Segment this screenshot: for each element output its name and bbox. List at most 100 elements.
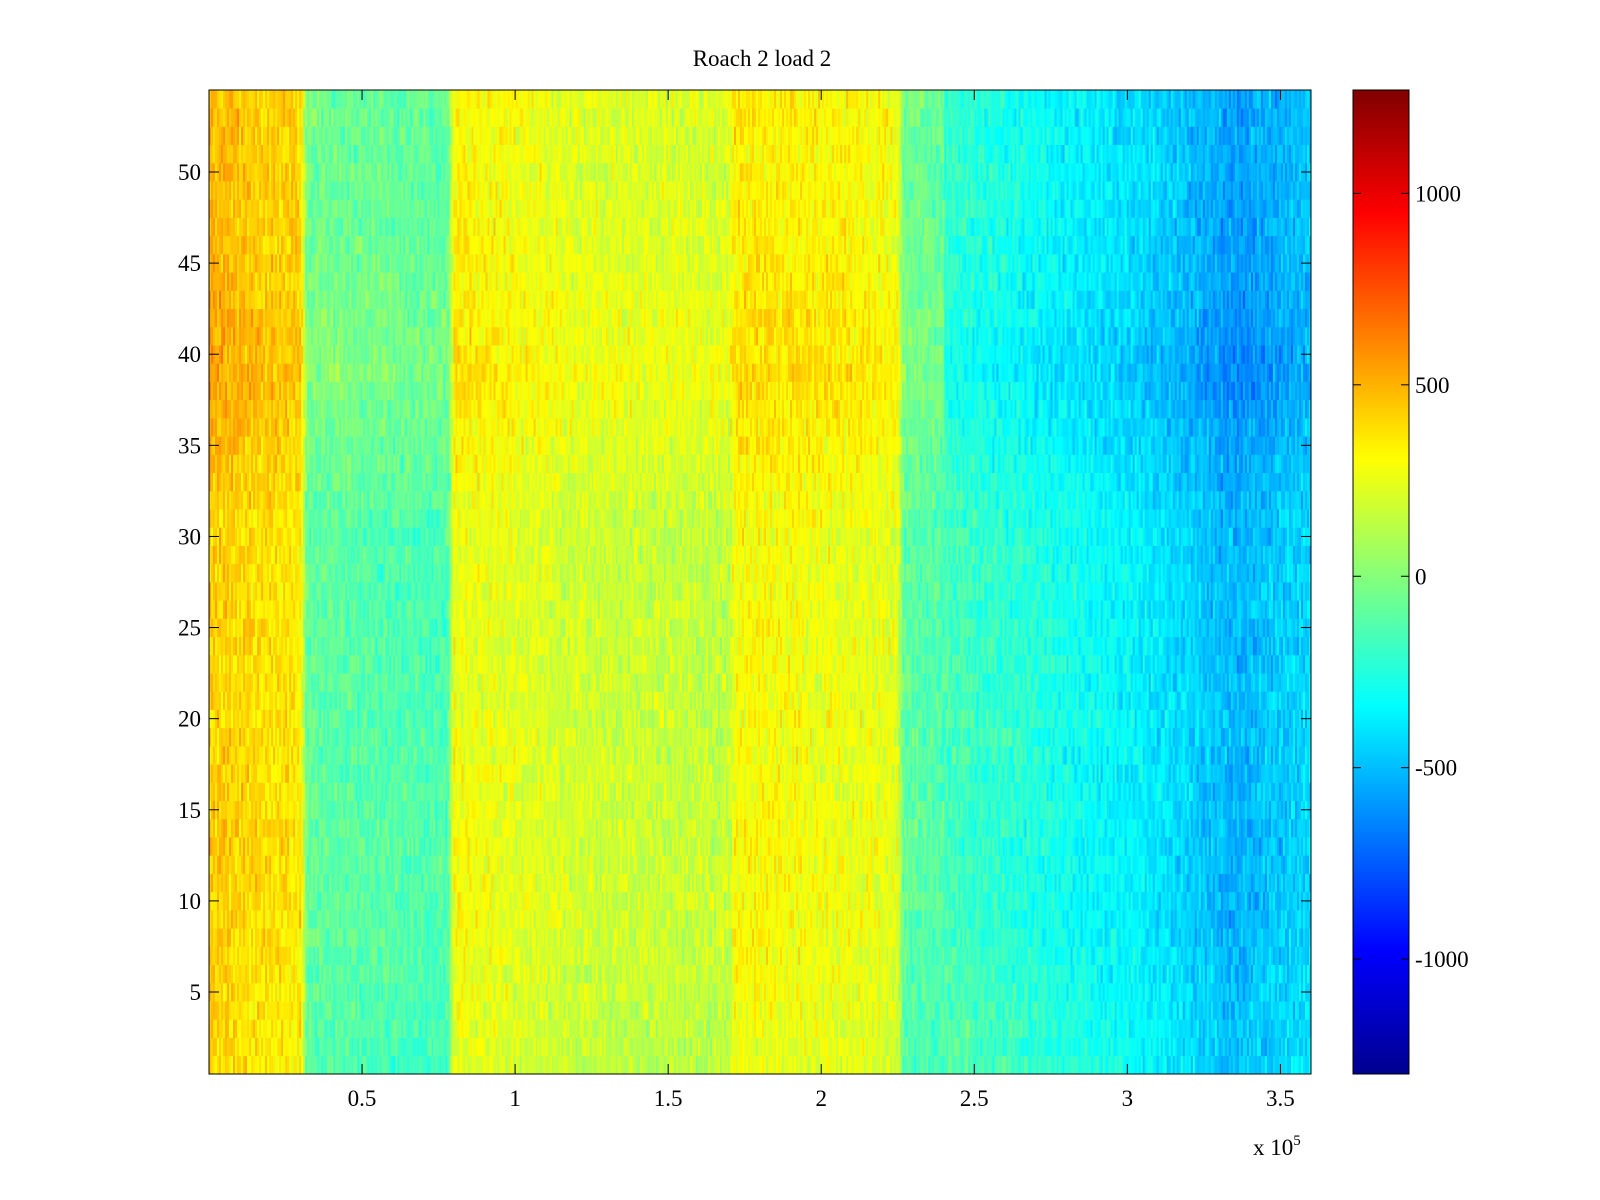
heatmap-cell [671, 910, 675, 929]
heatmap-cell [1082, 910, 1085, 929]
heatmap-cell [435, 1001, 438, 1020]
heatmap-cell [1140, 1055, 1144, 1075]
heatmap-cell [966, 1019, 969, 1038]
heatmap-cell [407, 928, 410, 947]
heatmap-cell [1140, 928, 1144, 947]
heatmap-cell [1204, 910, 1208, 929]
heatmap-cell [834, 964, 837, 984]
heatmap-cell [451, 946, 454, 966]
heatmap-cell [1010, 928, 1013, 947]
heatmap-cell [972, 928, 975, 947]
heatmap-cell [986, 1001, 989, 1020]
heatmap-cell [1222, 1001, 1226, 1020]
heatmap-cell [683, 910, 687, 929]
heatmap-cell [477, 964, 480, 984]
heatmap-cell [1144, 982, 1148, 1002]
heatmap-cell [1004, 1037, 1007, 1057]
heatmap-cell [499, 946, 502, 966]
heatmap-cell [423, 946, 426, 966]
heatmap-cell [1026, 910, 1029, 929]
heatmap-cell [601, 1001, 605, 1020]
heatmap-cell [1030, 946, 1033, 966]
heatmap-cell [537, 964, 540, 984]
heatmap-cell [221, 1055, 224, 1075]
heatmap-cell [1190, 910, 1194, 929]
heatmap-cell [211, 1019, 214, 1038]
heatmap-cell [968, 1055, 971, 1075]
heatmap-cell [1118, 1001, 1121, 1020]
heatmap-cell [317, 1019, 320, 1038]
heatmap-cell [874, 946, 877, 966]
heatmap-cell [1200, 946, 1204, 966]
heatmap-cell [711, 910, 715, 929]
heatmap-cell [413, 1001, 416, 1020]
heatmap-cell [924, 964, 927, 984]
heatmap-cell [435, 964, 438, 984]
heatmap-cell [279, 946, 282, 966]
heatmap-cell [307, 928, 310, 947]
heatmap-cell [830, 982, 833, 1002]
heatmap-cell [689, 964, 693, 984]
heatmap-cell [243, 1055, 246, 1075]
heatmap-cell [1138, 1001, 1142, 1020]
heatmap-cell [437, 946, 440, 966]
heatmap-cell [227, 928, 230, 947]
heatmap-cell [1204, 1001, 1208, 1020]
heatmap-cell [287, 964, 290, 984]
heatmap-cell [703, 910, 707, 929]
heatmap-cell [758, 946, 761, 966]
heatmap-cell [329, 1001, 332, 1020]
heatmap-cell [1054, 946, 1057, 966]
heatmap-cell [655, 1037, 659, 1057]
heatmap-cell [409, 964, 412, 984]
heatmap-cell [920, 1037, 923, 1057]
heatmap-cell [427, 1055, 430, 1075]
heatmap-cell [547, 1037, 550, 1057]
heatmap-cell [497, 1019, 500, 1038]
heatmap-cell [385, 1019, 388, 1038]
heatmap-cell [505, 964, 508, 984]
heatmap-cell [974, 1019, 977, 1038]
heatmap-cell [449, 910, 452, 929]
heatmap-cell [1290, 946, 1294, 966]
heatmap-cell [794, 1001, 797, 1020]
heatmap-cell [231, 1001, 234, 1020]
heatmap-cell [1174, 982, 1178, 1002]
heatmap-cell [932, 964, 935, 984]
heatmap-cell [491, 1019, 494, 1038]
heatmap-cell [1212, 964, 1216, 984]
heatmap-cell [1100, 1019, 1103, 1038]
heatmap-cell [253, 964, 256, 984]
heatmap-cell [275, 1055, 278, 1075]
heatmap-cell [1300, 928, 1304, 947]
heatmap-cell [1240, 1055, 1244, 1075]
heatmap-cell [327, 928, 330, 947]
heatmap-cell [511, 1019, 514, 1038]
heatmap-cell [806, 1001, 809, 1020]
heatmap-cell [241, 1037, 244, 1057]
heatmap-cell [539, 964, 542, 984]
heatmap-cell [663, 1019, 667, 1038]
heatmap-cell [653, 1001, 657, 1020]
heatmap-cell [649, 1037, 653, 1057]
heatmap-cell [998, 1055, 1001, 1075]
heatmap-cell [1244, 1019, 1248, 1038]
heatmap-cell [1238, 946, 1242, 966]
heatmap-cell [1156, 982, 1160, 1002]
heatmap-cell [858, 964, 861, 984]
heatmap-cell [555, 910, 558, 929]
heatmap-cell [221, 1001, 224, 1020]
heatmap-cell [755, 1037, 759, 1057]
heatmap-cell [1264, 946, 1268, 966]
heatmap-cell [543, 1037, 546, 1057]
heatmap-cell [695, 1019, 699, 1038]
heatmap-cell [926, 910, 929, 929]
heatmap-cell [896, 982, 899, 1002]
heatmap-cell [271, 928, 274, 947]
heatmap-cell [747, 1001, 751, 1020]
heatmap-cell [659, 982, 663, 1002]
heatmap-cell [341, 928, 344, 947]
heatmap-cell [838, 928, 841, 947]
heatmap-cell [709, 964, 713, 984]
heatmap-cell [317, 910, 320, 929]
